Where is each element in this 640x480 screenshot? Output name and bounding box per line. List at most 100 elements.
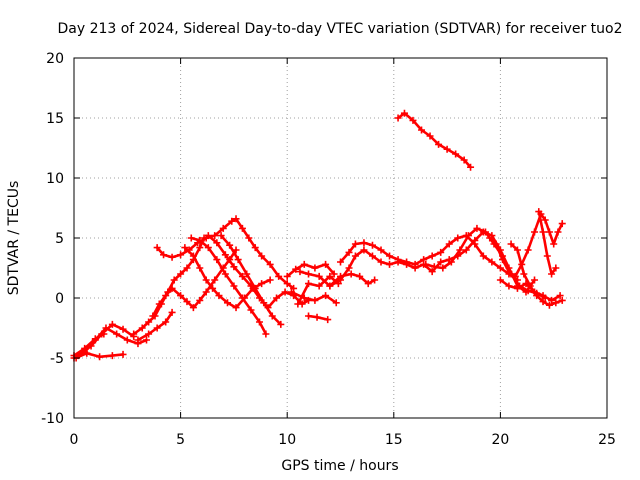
data-point-marker [123, 336, 131, 344]
data-point-marker [209, 284, 217, 292]
data-point-marker [439, 264, 447, 272]
data-point-marker [204, 232, 212, 240]
data-point-marker [162, 292, 170, 300]
data-point-marker [552, 299, 560, 307]
series-arc-13 [283, 260, 338, 280]
data-point-marker [481, 228, 489, 236]
data-point-marker [228, 217, 236, 225]
x-axis-label: GPS time / hours [281, 458, 398, 474]
series-arc-25 [535, 208, 560, 278]
data-point-marker [524, 246, 532, 254]
data-point-marker [243, 270, 251, 278]
data-point-marker [149, 312, 157, 320]
y-tick-label: 0 [55, 291, 64, 307]
data-point-marker [217, 232, 225, 240]
series-line [339, 234, 519, 282]
series-arc-14 [294, 272, 342, 308]
series-line [72, 332, 106, 357]
data-point-marker [351, 240, 359, 248]
data-point-marker [281, 288, 289, 296]
data-point-marker [347, 270, 355, 278]
data-point-marker [160, 251, 168, 259]
data-point-marker [548, 270, 556, 278]
data-point-marker [337, 258, 344, 266]
x-tick-label: 5 [176, 432, 185, 448]
data-point-marker [204, 244, 212, 252]
series-arc-19 [326, 270, 379, 290]
data-point-marker [119, 350, 127, 358]
data-point-marker [513, 284, 521, 292]
data-point-marker [238, 224, 246, 232]
data-point-marker [452, 150, 460, 158]
data-point-marker [168, 308, 176, 316]
data-point-marker [273, 294, 281, 302]
data-point-marker [488, 258, 496, 266]
data-point-marker [539, 298, 547, 306]
data-point-marker [251, 244, 259, 252]
data-point-marker [305, 312, 313, 320]
data-point-marker [113, 330, 121, 338]
data-point-marker [100, 330, 108, 338]
data-point-marker [409, 116, 417, 124]
data-point-marker [283, 280, 291, 288]
data-point-marker [119, 325, 127, 333]
data-point-marker [507, 240, 515, 248]
data-point-marker [360, 246, 368, 254]
data-point-marker [277, 320, 285, 328]
data-point-marker [324, 316, 332, 324]
data-point-marker [403, 258, 411, 266]
series-line [77, 323, 135, 357]
data-point-marker [260, 299, 268, 307]
data-point-marker [177, 292, 185, 300]
data-point-marker [535, 208, 543, 216]
data-point-marker [428, 268, 436, 276]
data-point-marker [539, 292, 547, 300]
data-point-marker [371, 276, 379, 284]
data-point-marker [300, 294, 308, 302]
data-point-marker [142, 336, 150, 344]
data-point-marker [322, 292, 330, 300]
data-point-marker [435, 140, 443, 148]
data-point-marker [326, 282, 334, 290]
data-point-marker [221, 251, 229, 259]
data-point-marker [238, 272, 246, 280]
series-arc-10 [187, 234, 270, 338]
data-point-marker [330, 270, 338, 278]
data-point-marker [247, 306, 255, 314]
chart-title: Day 213 of 2024, Sidereal Day-to-day VTE… [57, 21, 622, 37]
data-point-marker [177, 270, 185, 278]
data-point-marker [400, 109, 408, 117]
data-point-marker [292, 265, 300, 273]
data-point-marker [467, 163, 475, 171]
data-point-marker [234, 256, 242, 264]
data-point-marker [524, 287, 532, 295]
data-point-marker [496, 264, 504, 272]
data-point-marker [360, 239, 368, 247]
data-point-marker [496, 276, 504, 284]
data-point-marker [255, 318, 263, 326]
data-point-marker [224, 299, 232, 307]
data-point-marker [168, 253, 176, 261]
data-point-marker [422, 260, 430, 268]
y-tick-label: 20 [46, 51, 64, 67]
data-point-marker [187, 234, 195, 242]
data-point-marker [345, 264, 353, 272]
data-point-marker [202, 276, 210, 284]
data-point-marker [454, 234, 462, 242]
data-point-marker [428, 252, 436, 260]
data-point-marker [134, 336, 142, 344]
data-point-marker [153, 324, 161, 332]
data-point-marker [533, 292, 541, 300]
data-point-marker [183, 264, 191, 272]
data-point-marker [108, 352, 116, 360]
data-point-marker [189, 304, 197, 312]
data-point-marker [558, 220, 566, 228]
data-point-marker [386, 252, 394, 260]
data-point-marker [145, 318, 153, 326]
data-point-marker [394, 256, 402, 264]
data-point-marker [545, 301, 553, 309]
data-point-marker [213, 239, 221, 247]
series-line [396, 111, 472, 169]
data-point-marker [313, 313, 321, 321]
